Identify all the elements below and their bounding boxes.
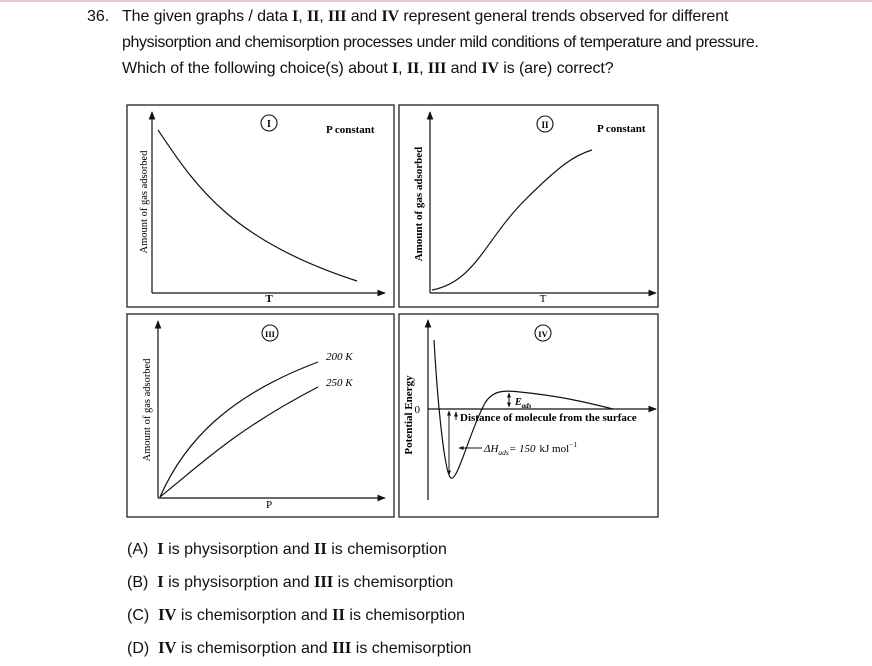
question-line-2: physisorption and chemisorption processe… bbox=[122, 34, 759, 51]
graph-1-x-label: T bbox=[265, 293, 273, 305]
page-top-rule bbox=[0, 0, 872, 2]
graph-4-dh-label: ΔHads= 150 kJ mol−1 bbox=[483, 440, 577, 457]
graph-1-marker: I bbox=[267, 119, 271, 130]
graph-1-y-label: Amount of gas adsorbed bbox=[139, 150, 150, 254]
graph-3-x-label: P bbox=[266, 499, 272, 511]
graph-4-energy-curve bbox=[433, 339, 614, 479]
graph-1-frame bbox=[126, 104, 395, 308]
graph-2: II P constant Amount of gas adsorbed T bbox=[398, 104, 659, 308]
graph-4-marker: IV bbox=[538, 329, 548, 339]
graph-4-zero-label: 0 bbox=[415, 404, 421, 416]
option-d[interactable]: (D) IV is chemisorption and III is chemi… bbox=[127, 638, 472, 657]
graph-3-curve-250K bbox=[159, 386, 319, 498]
option-c[interactable]: (C) IV is chemisorption and II is chemis… bbox=[127, 605, 465, 624]
graph-4-y-label: Potential Energy bbox=[403, 375, 415, 455]
graph-4-marker-circle bbox=[534, 324, 552, 342]
graph-2-x-label: T bbox=[540, 293, 547, 305]
graph-1-marker-circle bbox=[260, 114, 278, 132]
graph-3-marker-circle bbox=[261, 324, 279, 342]
graph-3-marker: III bbox=[265, 329, 276, 339]
question-line-3: Which of the following choice(s) about I… bbox=[122, 60, 614, 77]
graph-2-curve bbox=[431, 149, 593, 291]
graph-1-curve bbox=[157, 129, 358, 282]
graph-4-ea-label: Eads bbox=[514, 397, 532, 410]
option-b[interactable]: (B) I is physisorption and III is chemis… bbox=[127, 572, 454, 591]
graph-3-label-200K: 200 K bbox=[326, 351, 353, 363]
question-line-1: The given graphs / data I, II, III and I… bbox=[122, 8, 729, 25]
graph-2-y-label: Amount of gas adsorbed bbox=[413, 147, 425, 262]
graph-1: I P constant Amount of gas adsorbed T bbox=[126, 104, 395, 308]
graph-2-note: P constant bbox=[597, 123, 646, 135]
question-number: 36. bbox=[87, 8, 110, 25]
graph-2-marker: II bbox=[541, 120, 549, 130]
graph-2-frame bbox=[398, 104, 659, 308]
option-a[interactable]: (A) I is physisorption and II is chemiso… bbox=[127, 539, 447, 558]
graph-3-y-label: Amount of gas adsorbed bbox=[142, 358, 153, 462]
graph-3-frame bbox=[126, 313, 395, 518]
graph-4-x-label: Distance of molecule from the surface bbox=[460, 412, 637, 424]
graph-4: IV 0 Potential Energy Eads Distance of m… bbox=[398, 313, 659, 518]
graph-3: III 200 K 250 K Amount of gas adsorbed P bbox=[126, 313, 395, 518]
graph-3-curve-200K bbox=[159, 361, 319, 498]
graph-1-note: P constant bbox=[326, 124, 375, 136]
graph-4-frame bbox=[398, 313, 659, 518]
graph-3-label-250K: 250 K bbox=[326, 377, 353, 389]
graph-2-marker-circle bbox=[536, 115, 554, 133]
